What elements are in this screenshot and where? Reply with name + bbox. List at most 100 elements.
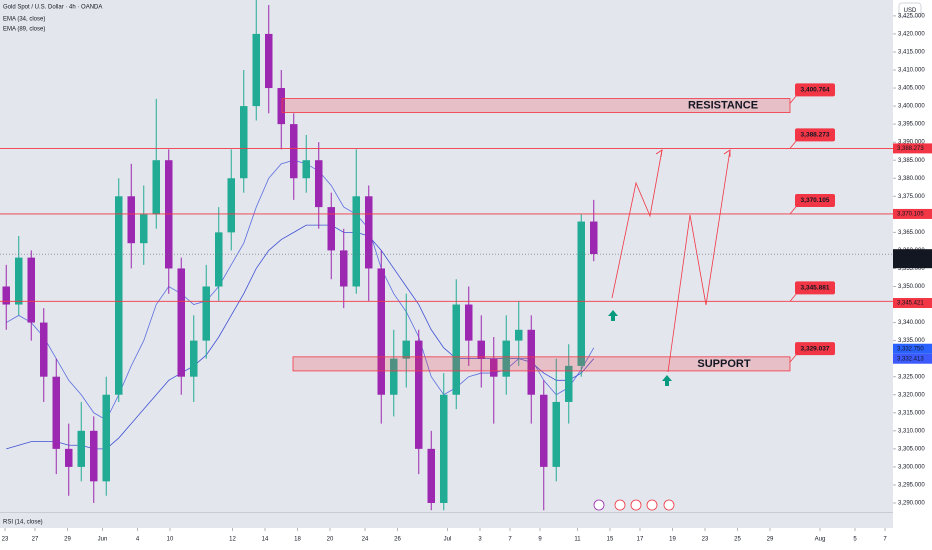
x-tick-label: 23	[702, 537, 709, 543]
candle-body	[115, 196, 123, 395]
candle-body	[52, 376, 60, 449]
candle-body	[327, 207, 335, 251]
currency-button[interactable]	[898, 2, 922, 18]
y-tick-label: 3,390.000	[898, 140, 925, 146]
x-tick-label: Jul	[444, 537, 452, 543]
zone	[281, 98, 791, 113]
price-label-box	[893, 298, 932, 309]
price-label: 3,388.273	[897, 146, 924, 152]
candle-body	[40, 322, 48, 377]
x-tick-label: 20	[327, 537, 334, 543]
currency-label: USD	[904, 8, 917, 14]
x-tick-label: 29	[767, 537, 774, 543]
candle-body	[177, 268, 185, 377]
countdown: 03:54:26	[897, 260, 921, 266]
x-tick-label: Aug	[815, 537, 826, 543]
candle-body	[240, 106, 248, 179]
candle-body	[590, 221, 598, 255]
candle-body	[402, 340, 410, 359]
price-label: 3,370.105	[897, 212, 924, 218]
y-tick-label: 3,300.000	[898, 464, 925, 470]
candle-body	[77, 430, 85, 467]
x-tick-label: 5	[853, 537, 857, 543]
candle-body	[440, 394, 448, 503]
candle-body	[465, 304, 473, 341]
x-tick-label: 3	[478, 537, 482, 543]
candle-body	[65, 448, 73, 467]
zone-label: SUPPORT	[697, 358, 750, 370]
y-tick-label: 3,365.000	[898, 230, 925, 236]
callout-label: 3,329.037	[801, 345, 830, 352]
candle-body	[340, 250, 348, 287]
candle-body	[352, 196, 360, 287]
callout-box	[795, 281, 835, 295]
price-label-box	[893, 249, 932, 269]
x-tick-label: 25	[734, 537, 741, 543]
candle-body	[127, 196, 135, 244]
y-tick-label: 3,400.000	[898, 104, 925, 110]
x-tick-label: Jun	[98, 537, 108, 543]
y-tick-label: 3,410.000	[898, 68, 925, 74]
projection-path	[667, 149, 731, 373]
candle-body	[140, 214, 148, 244]
candle-body	[515, 329, 523, 341]
x-tick-label: 7	[508, 537, 512, 543]
x-tick-label: 18	[294, 537, 301, 543]
candle-body	[190, 340, 198, 377]
candle-body	[252, 33, 260, 107]
zone-label: RESISTANCE	[688, 99, 758, 111]
candle-body	[552, 401, 560, 467]
y-tick-label: 3,325.000	[898, 374, 925, 380]
x-tick-label: 29	[64, 537, 71, 543]
candle-body	[390, 358, 398, 395]
candle-body	[27, 257, 35, 323]
projection-path	[611, 149, 663, 299]
candle-body	[2, 286, 10, 305]
price-label-box	[893, 343, 932, 354]
time-axis	[0, 528, 893, 550]
y-tick-label: 3,310.000	[898, 428, 925, 434]
y-tick-label: 3,290.000	[898, 501, 925, 507]
y-tick-label: 3,350.000	[898, 284, 925, 290]
candle-body	[227, 178, 235, 233]
x-tick-label: 24	[362, 537, 369, 543]
price-label-box	[893, 208, 932, 219]
x-tick-label: 12	[229, 537, 236, 543]
y-tick-label: 3,320.000	[898, 392, 925, 398]
x-tick-label: 11	[574, 537, 581, 543]
candle-body	[290, 124, 298, 179]
x-tick-label: 15	[607, 537, 614, 543]
candle-body	[427, 448, 435, 503]
candle-body	[265, 33, 273, 89]
price-label-box	[893, 353, 932, 364]
candle-body	[215, 232, 223, 287]
y-tick-label: 3,305.000	[898, 446, 925, 452]
candle-body	[452, 304, 460, 395]
candle-body	[477, 340, 485, 359]
x-tick-label: 19	[669, 537, 676, 543]
candle-body	[302, 160, 310, 179]
candle-body	[152, 160, 160, 215]
y-tick-label: 3,425.000	[898, 13, 925, 19]
arrow-head	[723, 149, 731, 157]
callout-box	[795, 193, 835, 207]
legend-entry: EMA (34, close)	[3, 17, 45, 23]
legend-entry: EMA (89, close)	[3, 27, 45, 33]
y-tick-label: 3,380.000	[898, 176, 925, 182]
x-tick-label: 17	[637, 537, 644, 543]
y-tick-label: 3,395.000	[898, 122, 925, 128]
callout-label: 3,345.881	[801, 285, 830, 292]
event-icons	[593, 499, 675, 511]
x-tick-label: 27	[32, 537, 39, 543]
candle-body	[540, 394, 548, 467]
candle-body	[577, 221, 585, 366]
y-tick-label: 3,420.000	[898, 31, 925, 37]
price-label-box	[893, 143, 932, 154]
candle-body	[15, 257, 23, 305]
arrow-head	[655, 149, 663, 158]
x-tick-label: 9	[538, 537, 542, 543]
candle-body	[315, 160, 323, 208]
callout-box	[795, 83, 835, 97]
candle-body	[502, 340, 510, 377]
